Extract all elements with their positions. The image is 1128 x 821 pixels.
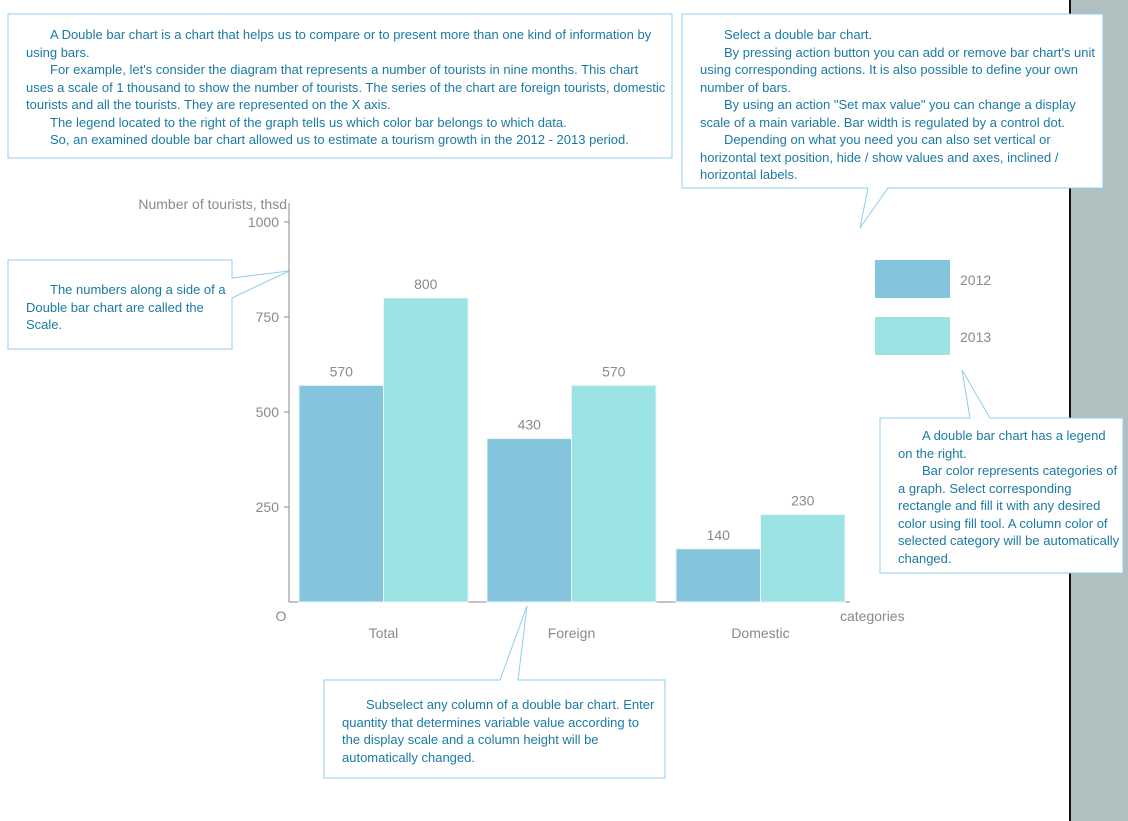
category-label: Domestic — [731, 625, 789, 641]
actions-paragraph: By using an action "Set max value" you c… — [700, 97, 1076, 130]
bar-2013-total — [383, 297, 469, 603]
y-tick-label: 500 — [256, 404, 280, 420]
y-axis-label: Number of tourists, thsd — [138, 196, 287, 212]
y-tick-label: 250 — [256, 499, 280, 515]
scale-note: The numbers along a side of a Double bar… — [26, 281, 226, 334]
bar-2013-foreign — [571, 384, 657, 603]
scale-paragraph: The numbers along a side of a Double bar… — [26, 282, 226, 332]
actions-paragraph: Select a double bar chart. — [724, 27, 873, 42]
intro-paragraph: A Double bar chart is a chart that helps… — [26, 27, 652, 60]
column-paragraph: Subselect any column of a double bar cha… — [342, 697, 655, 765]
bar-2013-domestic — [760, 514, 846, 603]
category-label: Total — [369, 625, 399, 641]
legend-label: 2012 — [960, 272, 991, 288]
legend-swatch-2013 — [875, 317, 950, 355]
bar-2012-total — [298, 384, 384, 603]
intro-callout-box — [7, 13, 673, 159]
bar-value-label: 140 — [707, 527, 731, 543]
actions-callout-box — [681, 13, 1104, 229]
legend-label: 2013 — [960, 329, 991, 345]
legend-note: A double bar chart has a legend on the r… — [898, 427, 1120, 567]
legend-paragraph: A double bar chart has a legend on the r… — [898, 428, 1106, 461]
bar-value-label: 570 — [602, 363, 626, 379]
intro-note: A Double bar chart is a chart that helps… — [26, 26, 666, 149]
intro-paragraph: The legend located to the right of the g… — [50, 114, 567, 130]
actions-paragraph: By pressing action button you can add or… — [700, 44, 1096, 95]
bar-value-label: 430 — [518, 417, 542, 433]
y-tick-label: 750 — [256, 309, 280, 325]
intro-paragraph: For example, let's consider the diagram … — [26, 62, 666, 112]
actions-note: Select a double bar chart. By pressing a… — [700, 26, 1100, 184]
x-axis-label: categories — [840, 608, 905, 624]
bar-2012-domestic — [675, 548, 761, 603]
bar-value-label: 570 — [330, 363, 354, 379]
column-callout-box — [323, 605, 666, 779]
bar-value-label: 230 — [791, 493, 815, 509]
y-tick-label: O — [276, 608, 287, 624]
category-label: Foreign — [548, 625, 595, 641]
y-tick-label: 1000 — [248, 214, 279, 230]
legend-paragraph: Bar color represents categories of a gra… — [898, 463, 1120, 566]
legend-callout-box — [879, 369, 1124, 574]
column-note: Subselect any column of a double bar cha… — [342, 696, 658, 766]
intro-paragraph: So, an examined double bar chart allowed… — [50, 132, 629, 147]
scale-callout-box — [7, 259, 290, 350]
bar-2012-foreign — [486, 438, 572, 603]
actions-paragraph: Depending on what you need you can also … — [700, 132, 1059, 182]
legend-swatch-2012 — [875, 260, 950, 298]
bar-value-label: 800 — [414, 276, 438, 292]
